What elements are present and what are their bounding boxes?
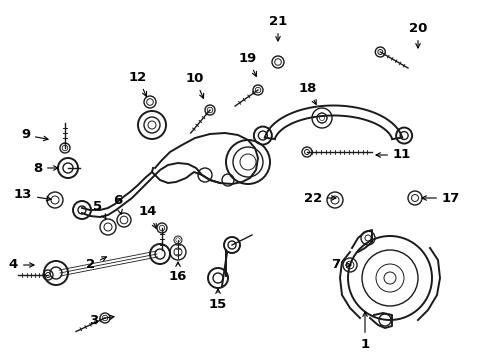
Text: 3: 3	[89, 314, 114, 327]
Text: 18: 18	[299, 82, 317, 104]
Text: 13: 13	[14, 189, 51, 202]
Text: 8: 8	[33, 162, 58, 175]
Text: 16: 16	[169, 262, 187, 283]
Text: 19: 19	[239, 52, 257, 76]
Text: 15: 15	[209, 289, 227, 311]
Text: 6: 6	[113, 194, 122, 214]
Text: 9: 9	[21, 129, 48, 141]
Text: 1: 1	[361, 312, 369, 351]
Text: 4: 4	[9, 258, 34, 271]
Text: 10: 10	[186, 72, 204, 98]
Text: 5: 5	[94, 200, 106, 219]
Text: 14: 14	[139, 205, 157, 228]
Text: 20: 20	[409, 22, 427, 48]
Text: 11: 11	[376, 148, 411, 162]
Text: 2: 2	[86, 257, 106, 271]
Text: 22: 22	[304, 192, 336, 204]
Text: 21: 21	[269, 15, 287, 41]
Text: 12: 12	[129, 71, 147, 96]
Text: 17: 17	[422, 192, 460, 204]
Text: 7: 7	[331, 258, 351, 271]
